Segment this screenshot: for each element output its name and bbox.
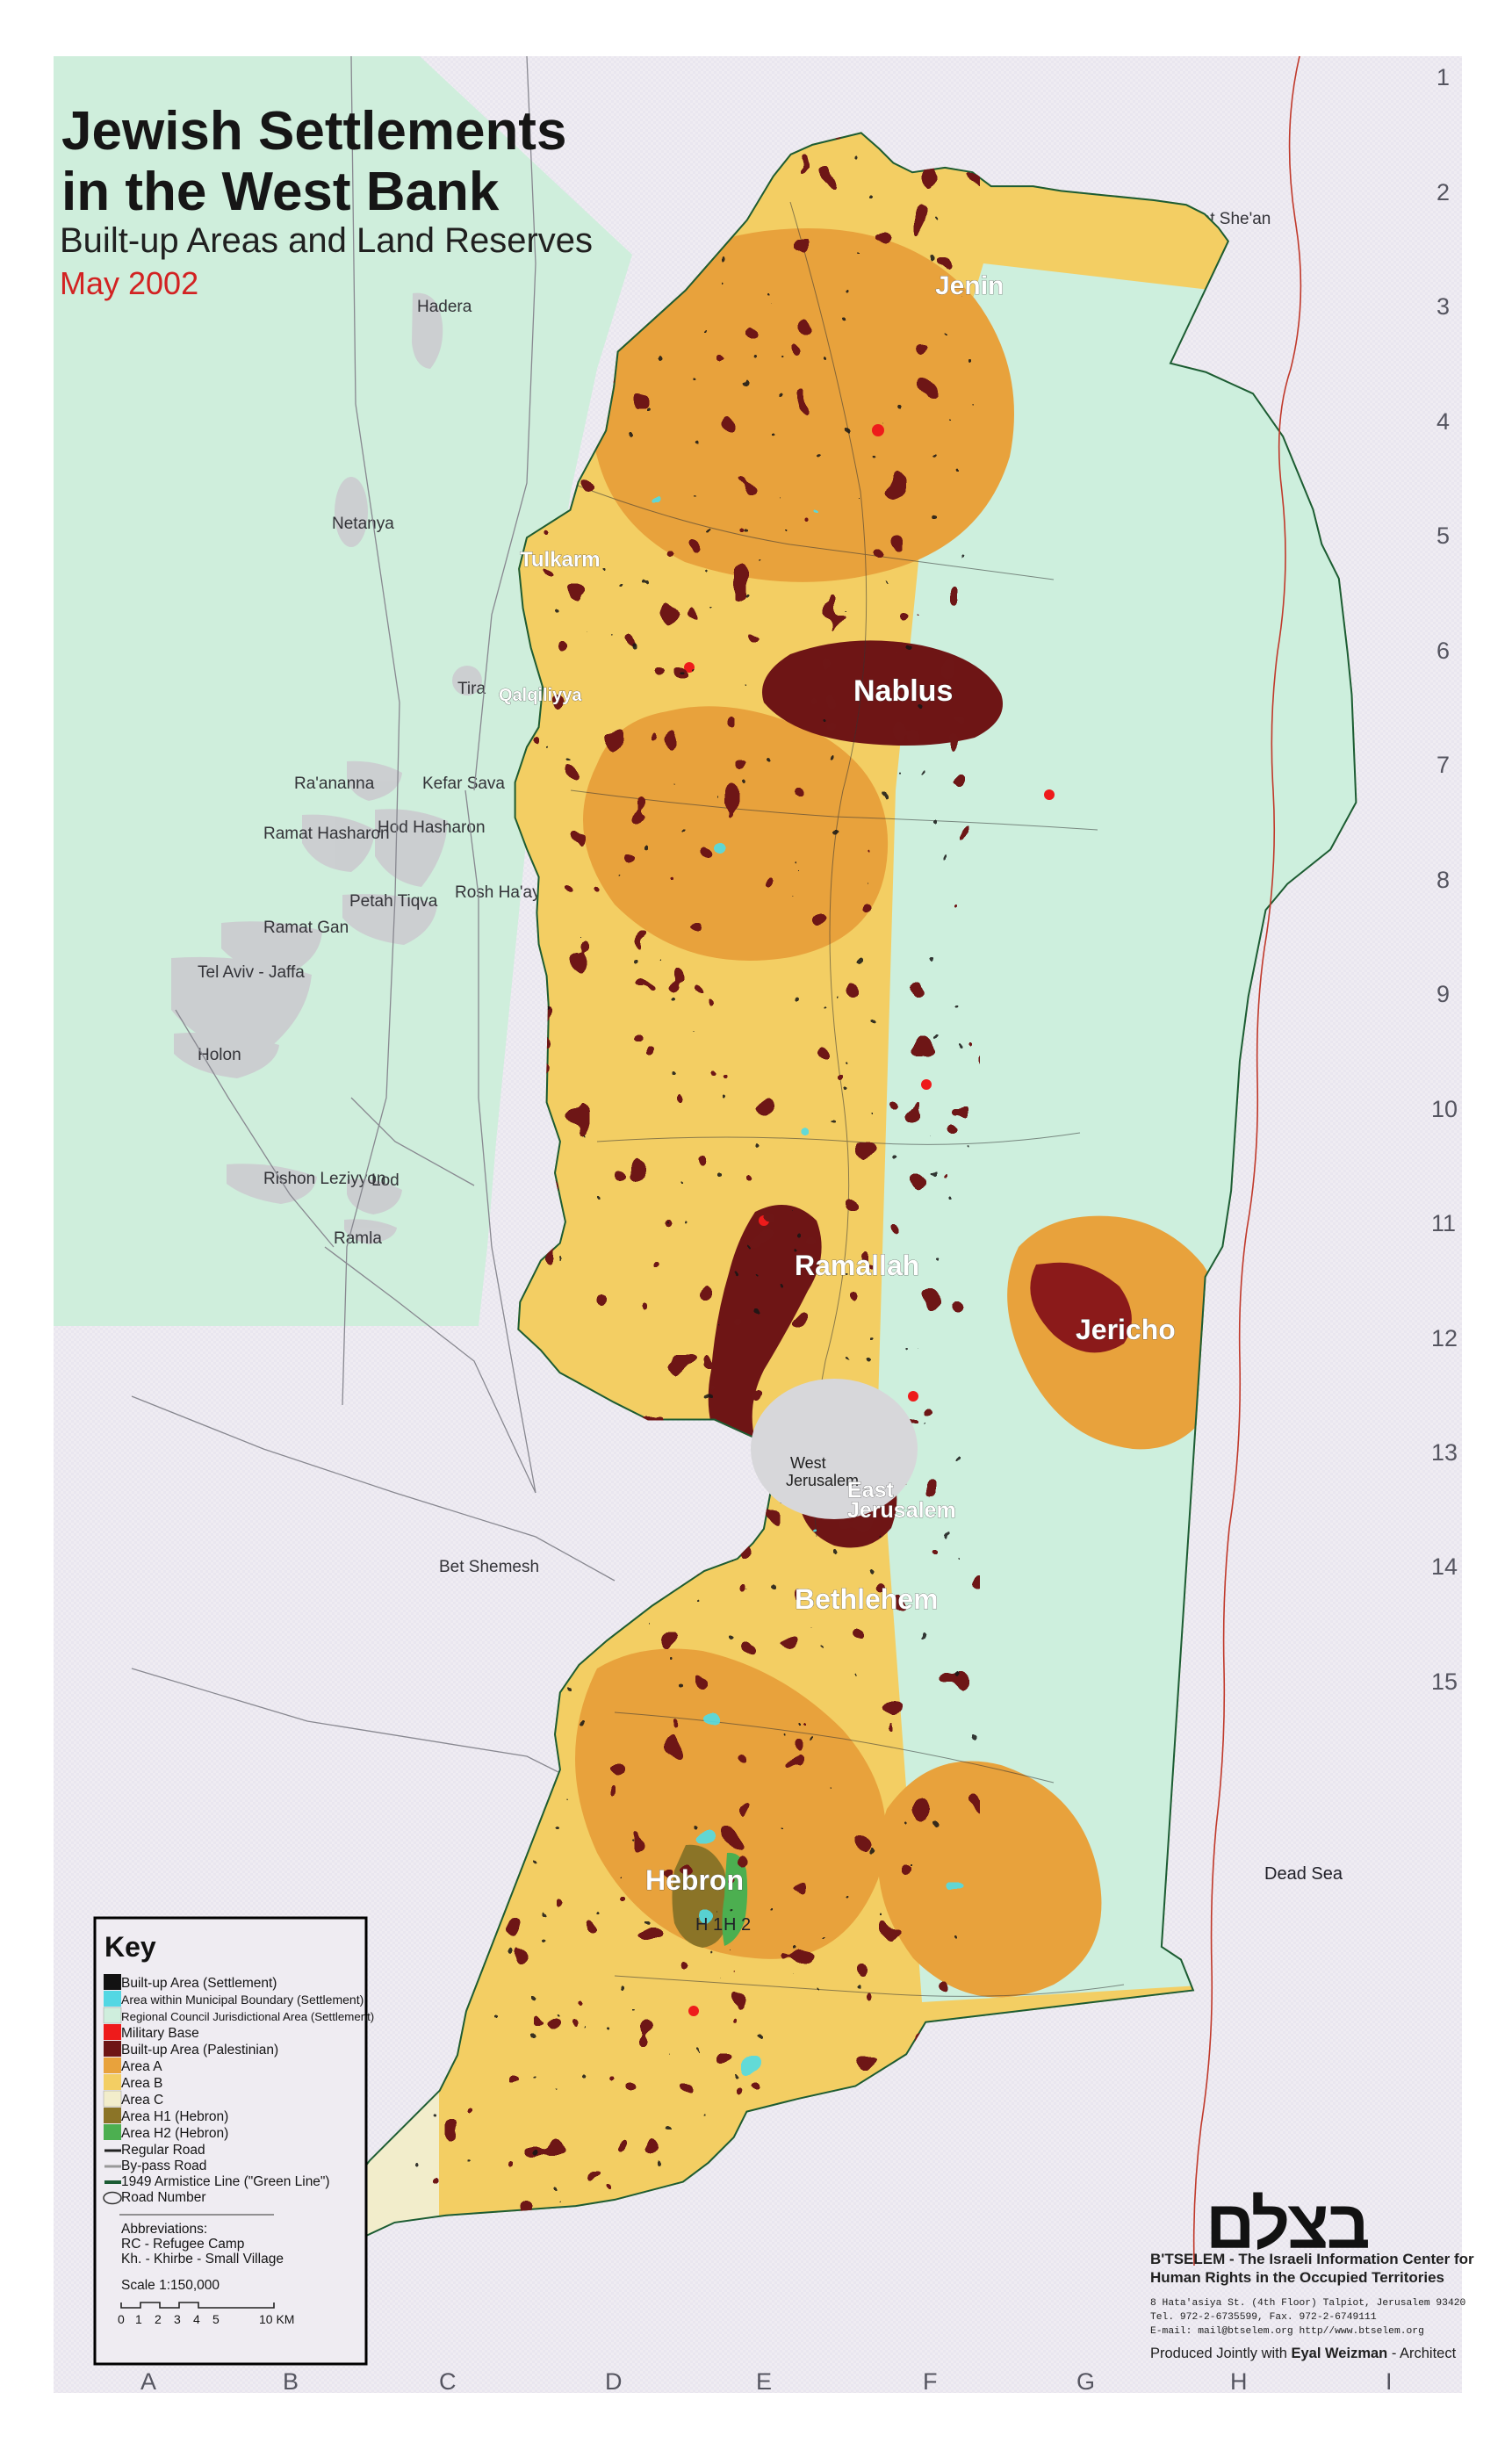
svg-text:Netanya: Netanya — [332, 515, 394, 533]
svg-text:Area B: Area B — [121, 2076, 162, 2091]
svg-text:Jericho: Jericho — [1076, 1314, 1176, 1345]
svg-text:4: 4 — [193, 2312, 200, 2326]
svg-text:Ramla: Ramla — [334, 1229, 382, 1248]
svg-text:Rishon Leziyyon: Rishon Leziyyon — [263, 1170, 385, 1188]
svg-text:Military Base: Military Base — [121, 2026, 199, 2041]
svg-text:0: 0 — [118, 2312, 125, 2326]
svg-text:10: 10 — [1431, 1096, 1458, 1122]
svg-text:5: 5 — [1436, 522, 1450, 549]
svg-text:Key: Key — [104, 1931, 156, 1963]
svg-text:Tulkarm: Tulkarm — [520, 548, 601, 572]
svg-text:Bet Shemesh: Bet Shemesh — [439, 1558, 539, 1576]
svg-text:1: 1 — [1436, 64, 1450, 90]
svg-text:Road Number: Road Number — [121, 2190, 206, 2205]
svg-text:Ramallah: Ramallah — [795, 1250, 919, 1281]
svg-text:F: F — [923, 2368, 938, 2395]
svg-text:Ramat Gan: Ramat Gan — [263, 919, 349, 937]
svg-text:Kefar Sava: Kefar Sava — [422, 775, 505, 793]
svg-text:B: B — [283, 2368, 299, 2395]
svg-text:11: 11 — [1431, 1210, 1456, 1236]
svg-text:Area C: Area C — [121, 2093, 163, 2108]
svg-text:8: 8 — [1436, 867, 1450, 893]
svg-text:D: D — [605, 2368, 623, 2395]
svg-text:Area within Municipal Boundary: Area within Municipal Boundary (Settleme… — [121, 1993, 364, 2007]
svg-text:Built-up Area (Palestinian): Built-up Area (Palestinian) — [121, 2043, 278, 2057]
svg-text:E-mail: mail@btselem.org: E-mail: mail@btselem.org http//www.btsel… — [1150, 2326, 1424, 2337]
svg-text:2: 2 — [1436, 179, 1450, 205]
svg-text:13: 13 — [1431, 1439, 1458, 1466]
svg-text:3: 3 — [174, 2312, 181, 2326]
svg-text:Holon: Holon — [198, 1046, 241, 1064]
svg-text:C: C — [439, 2368, 457, 2395]
svg-text:Scale 1:150,000: Scale 1:150,000 — [121, 2278, 220, 2293]
svg-text:Jewish Settlements: Jewish Settlements — [61, 101, 566, 162]
svg-text:G: G — [1076, 2368, 1095, 2395]
svg-text:Ramat Hasharon: Ramat Hasharon — [263, 825, 390, 843]
svg-text:Area A: Area A — [121, 2059, 162, 2074]
svg-text:5: 5 — [212, 2312, 220, 2326]
svg-text:Regular Road: Regular Road — [121, 2143, 205, 2158]
svg-text:14: 14 — [1431, 1553, 1458, 1580]
svg-text:H 1: H 1 — [695, 1915, 723, 1935]
svg-text:9: 9 — [1436, 981, 1450, 1007]
svg-text:15: 15 — [1431, 1668, 1458, 1695]
svg-text:H: H — [1230, 2368, 1248, 2395]
svg-text:Hadera: Hadera — [417, 298, 472, 316]
svg-text:7: 7 — [1436, 752, 1450, 778]
svg-text:West: West — [790, 1454, 826, 1472]
svg-text:B'TSELEM - The Israeli Informa: B'TSELEM - The Israeli Information Cente… — [1150, 2251, 1474, 2267]
svg-text:By-pass Road: By-pass Road — [121, 2158, 206, 2173]
svg-text:A: A — [140, 2368, 156, 2395]
svg-text:Hebron: Hebron — [645, 1864, 744, 1896]
svg-text:Jerusalem: Jerusalem — [847, 1498, 956, 1523]
svg-text:Produced Jointly with Eyal Wei: Produced Jointly with Eyal Weizman - Arc… — [1150, 2346, 1457, 2361]
svg-text:Area H1 (Hebron): Area H1 (Hebron) — [121, 2109, 228, 2124]
svg-text:E: E — [756, 2368, 772, 2395]
svg-text:Lod: Lod — [371, 1171, 400, 1190]
svg-text:8 Hata'asiya St. (4th Floor) T: 8 Hata'asiya St. (4th Floor) Talpiot, Je… — [1150, 2298, 1466, 2309]
svg-text:Ra'ananna: Ra'ananna — [294, 775, 375, 793]
svg-text:Kh. - Khirbe - Small Village: Kh. - Khirbe - Small Village — [121, 2252, 284, 2266]
svg-text:Built-up Area (Settlement): Built-up Area (Settlement) — [121, 1976, 277, 1991]
svg-text:May 2002: May 2002 — [60, 265, 198, 301]
svg-text:Dead Sea: Dead Sea — [1264, 1864, 1343, 1884]
svg-text:H 2: H 2 — [724, 1915, 751, 1935]
svg-text:Qalqiliyya: Qalqiliyya — [499, 686, 582, 705]
svg-text:2: 2 — [155, 2312, 162, 2326]
svg-text:RC - Refugee Camp: RC - Refugee Camp — [121, 2237, 244, 2252]
svg-text:1: 1 — [135, 2312, 142, 2326]
svg-text:6: 6 — [1436, 638, 1450, 664]
svg-text:4: 4 — [1436, 408, 1450, 435]
svg-text:12: 12 — [1431, 1325, 1458, 1351]
svg-text:I: I — [1386, 2368, 1393, 2395]
svg-text:Area H2 (Hebron): Area H2 (Hebron) — [121, 2126, 228, 2141]
svg-text:3: 3 — [1436, 293, 1450, 320]
svg-text:Tel. 972-2-6735599, Fax.: Tel. 972-2-6735599, Fax. 972-2-6749111 — [1150, 2312, 1377, 2323]
svg-text:1949 Armistice Line ("Green Li: 1949 Armistice Line ("Green Line") — [121, 2174, 330, 2189]
svg-text:in the West Bank: in the West Bank — [61, 162, 500, 222]
svg-text:Jenin: Jenin — [935, 271, 1004, 300]
svg-text:Nablus: Nablus — [853, 674, 953, 708]
svg-text:Tel Aviv - Jaffa: Tel Aviv - Jaffa — [198, 963, 305, 982]
svg-text:Tira: Tira — [457, 680, 486, 698]
svg-text:Bethlehem: Bethlehem — [795, 1583, 939, 1615]
svg-text:Human Rights in the Occupied T: Human Rights in the Occupied Territories — [1150, 2269, 1444, 2286]
svg-text:10 KM: 10 KM — [259, 2312, 294, 2326]
svg-text:Petah Tiqva: Petah Tiqva — [349, 892, 438, 911]
svg-text:Abbreviations:: Abbreviations: — [121, 2222, 207, 2237]
svg-text:Regional Council Jurisdictiona: Regional Council Jurisdictional Area (Se… — [121, 2010, 374, 2023]
svg-text:Built-up Areas and Land Reserv: Built-up Areas and Land Reserves — [60, 221, 593, 260]
